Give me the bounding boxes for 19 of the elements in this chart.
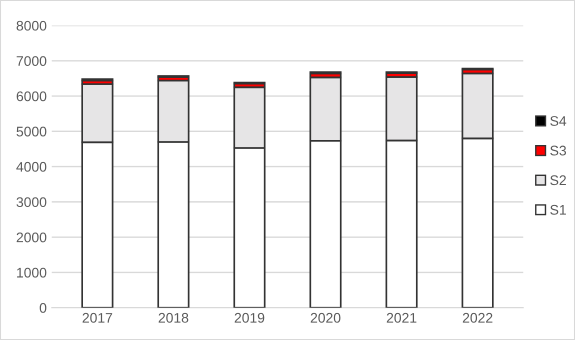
y-tick-label: 1000 <box>17 268 46 278</box>
y-tick-label: 6000 <box>16 91 46 102</box>
y-tick-label: 4000 <box>16 162 46 172</box>
x-tick-label: 2017 <box>82 312 112 323</box>
x-tick-label: 2018 <box>158 312 188 323</box>
y-tick-label: 0 <box>40 303 46 313</box>
x-tick-label: 2019 <box>234 312 264 323</box>
y-tick-label: 7000 <box>16 56 46 66</box>
y-tick-label: 2000 <box>16 232 46 242</box>
legend-label: S2 <box>550 175 566 186</box>
legend-label: S1 <box>550 204 566 215</box>
legend-label: S3 <box>550 146 566 156</box>
x-tick-label: 2022 <box>462 312 492 323</box>
y-tick-label: 8000 <box>16 20 46 31</box>
y-tick-label: 5000 <box>16 126 46 136</box>
legend-label: S4 <box>550 116 566 126</box>
x-tick-label: 2021 <box>386 312 416 323</box>
x-tick-label: 2020 <box>310 312 340 323</box>
y-tick-label: 3000 <box>16 197 46 208</box>
